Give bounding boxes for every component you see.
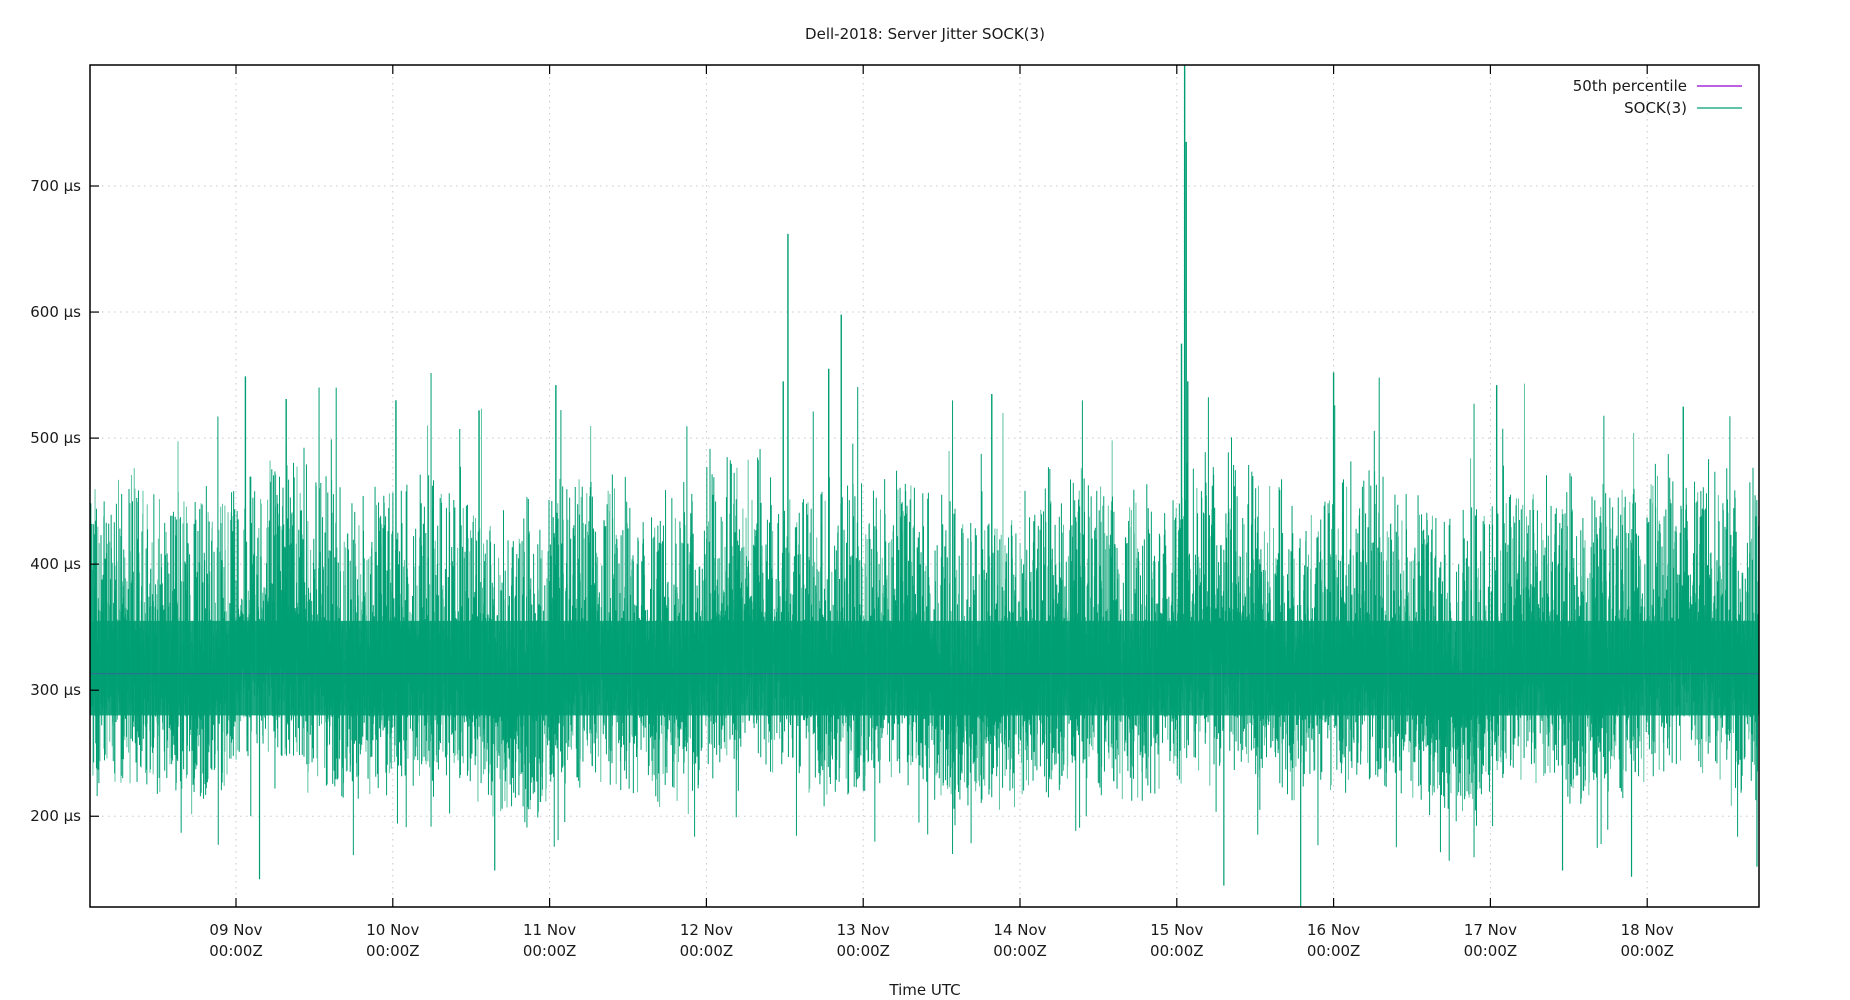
x-tick-time: 00:00Z (366, 942, 420, 960)
x-tick-date: 10 Nov (366, 921, 419, 939)
x-tick-time: 00:00Z (1620, 942, 1674, 960)
x-tick-date: 11 Nov (523, 921, 576, 939)
y-tick-label: 500 µs (30, 429, 81, 447)
x-tick-time: 00:00Z (1307, 942, 1361, 960)
x-tick-time: 00:00Z (209, 942, 263, 960)
x-tick-time: 00:00Z (1150, 942, 1204, 960)
y-axis: 200 µs 300 µs 400 µs 500 µs 600 µs 700 µs (30, 177, 99, 825)
x-tick-time: 00:00Z (836, 942, 890, 960)
x-tick-date: 12 Nov (680, 921, 733, 939)
legend-label: SOCK(3) (1624, 99, 1687, 117)
x-axis: 09 Nov 00:00Z 10 Nov 00:00Z 11 Nov 00:00Z 12 N… (209, 65, 1674, 960)
x-tick-time: 00:00Z (1464, 942, 1518, 960)
x-tick-date: 16 Nov (1307, 921, 1360, 939)
chart-title: Dell-2018: Server Jitter SOCK(3) (805, 25, 1045, 43)
x-tick-date: 13 Nov (837, 921, 890, 939)
x-tick-date: 09 Nov (209, 921, 262, 939)
x-tick-date: 14 Nov (993, 921, 1046, 939)
legend: 50th percentile SOCK(3) (1573, 77, 1742, 117)
y-tick-label: 600 µs (30, 303, 81, 321)
x-tick-date: 18 Nov (1621, 921, 1674, 939)
x-tick-time: 00:00Z (993, 942, 1047, 960)
sock3-series (90, 65, 1759, 907)
legend-label: 50th percentile (1573, 77, 1687, 95)
grid-lines (90, 65, 1759, 907)
x-tick-time: 00:00Z (680, 942, 734, 960)
y-tick-label: 200 µs (30, 807, 81, 825)
y-tick-label: 400 µs (30, 555, 81, 573)
y-tick-label: 300 µs (30, 681, 81, 699)
x-axis-label: Time UTC (888, 981, 960, 999)
y-tick-label: 700 µs (30, 177, 81, 195)
plot-frame (89, 64, 1760, 908)
x-tick-date: 17 Nov (1464, 921, 1517, 939)
x-tick-time: 00:00Z (523, 942, 577, 960)
x-tick-date: 15 Nov (1150, 921, 1203, 939)
